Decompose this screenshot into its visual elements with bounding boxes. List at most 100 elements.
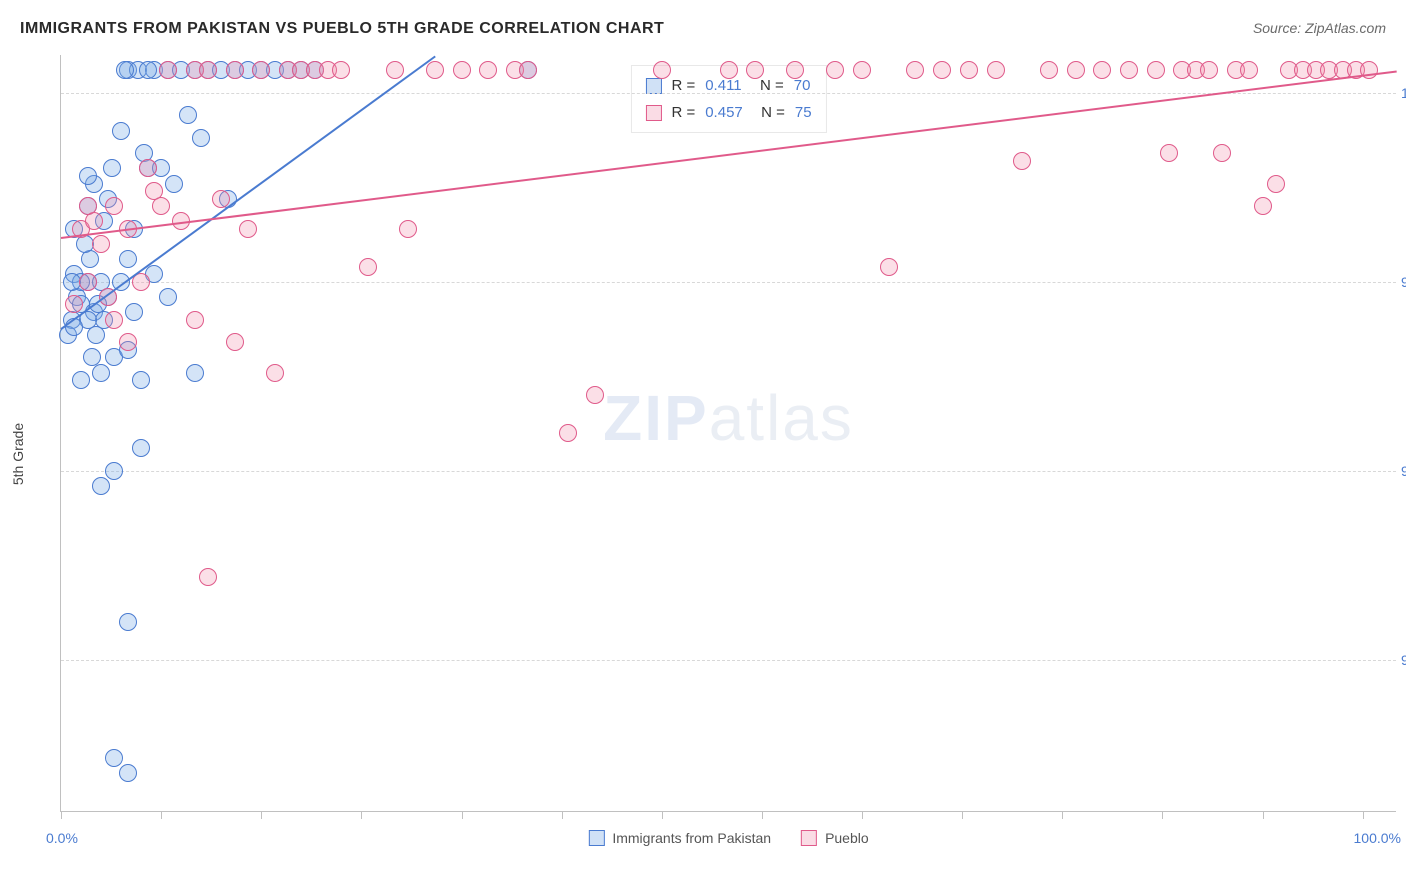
scatter-point [399, 220, 417, 238]
scatter-point [746, 61, 764, 79]
scatter-point [1200, 61, 1218, 79]
x-axis-max-label: 100.0% [1354, 830, 1401, 846]
scatter-point [139, 159, 157, 177]
scatter-point [1267, 175, 1285, 193]
scatter-point [559, 424, 577, 442]
scatter-point [239, 220, 257, 238]
x-tick [862, 811, 863, 819]
scatter-point [139, 61, 157, 79]
scatter-point [119, 764, 137, 782]
gridline [61, 471, 1396, 472]
scatter-point [92, 364, 110, 382]
x-tick [462, 811, 463, 819]
legend-label: Pueblo [825, 830, 869, 846]
scatter-point [359, 258, 377, 276]
legend-label: Immigrants from Pakistan [612, 830, 771, 846]
x-tick [562, 811, 563, 819]
scatter-point [87, 326, 105, 344]
stats-swatch [645, 78, 661, 94]
scatter-point [1120, 61, 1138, 79]
source-attribution: Source: ZipAtlas.com [1253, 20, 1386, 36]
n-value: 75 [795, 99, 812, 126]
x-axis-min-label: 0.0% [46, 830, 78, 846]
scatter-point [65, 318, 83, 336]
scatter-point [105, 311, 123, 329]
scatter-point [332, 61, 350, 79]
scatter-point [906, 61, 924, 79]
scatter-point [92, 477, 110, 495]
scatter-point [192, 129, 210, 147]
trend-line [60, 55, 435, 329]
bottom-legend: Immigrants from Pakistan Pueblo [588, 830, 868, 846]
scatter-point [479, 61, 497, 79]
scatter-point [960, 61, 978, 79]
y-tick-label: 100.0% [1401, 85, 1406, 101]
scatter-point [186, 364, 204, 382]
scatter-point [199, 61, 217, 79]
scatter-point [1254, 197, 1272, 215]
scatter-point [519, 61, 537, 79]
x-tick [1263, 811, 1264, 819]
scatter-point [226, 61, 244, 79]
scatter-point [586, 386, 604, 404]
scatter-point [426, 61, 444, 79]
scatter-point [72, 371, 90, 389]
scatter-point [132, 439, 150, 457]
scatter-point [1240, 61, 1258, 79]
y-axis-label: 5th Grade [10, 423, 26, 485]
scatter-point [853, 61, 871, 79]
scatter-point [786, 61, 804, 79]
gridline [61, 93, 1396, 94]
x-tick [61, 811, 62, 819]
scatter-point [105, 749, 123, 767]
scatter-point [1040, 61, 1058, 79]
x-tick [1062, 811, 1063, 819]
scatter-point [105, 197, 123, 215]
watermark-bold: ZIP [603, 382, 709, 454]
n-label: N = [753, 99, 785, 126]
scatter-point [1160, 144, 1178, 162]
scatter-point [152, 197, 170, 215]
scatter-point [252, 61, 270, 79]
scatter-point [119, 613, 137, 631]
chart-title: IMMIGRANTS FROM PAKISTAN VS PUEBLO 5TH G… [20, 20, 664, 38]
x-tick [762, 811, 763, 819]
scatter-point [103, 159, 121, 177]
x-tick [261, 811, 262, 819]
scatter-point [226, 333, 244, 351]
scatter-point [987, 61, 1005, 79]
x-tick [361, 811, 362, 819]
stats-swatch [645, 105, 661, 121]
scatter-point [79, 167, 97, 185]
scatter-point [105, 462, 123, 480]
scatter-point [453, 61, 471, 79]
scatter-point [179, 106, 197, 124]
scatter-point [112, 122, 130, 140]
x-tick [1363, 811, 1364, 819]
scatter-point [880, 258, 898, 276]
scatter-point [85, 212, 103, 230]
scatter-point [720, 61, 738, 79]
x-tick [662, 811, 663, 819]
x-tick [1162, 811, 1163, 819]
scatter-point [165, 175, 183, 193]
scatter-point [186, 311, 204, 329]
scatter-point [119, 250, 137, 268]
scatter-point [119, 333, 137, 351]
scatter-point [1093, 61, 1111, 79]
watermark-rest: atlas [709, 382, 854, 454]
scatter-point [386, 61, 404, 79]
scatter-point [79, 273, 97, 291]
scatter-point [159, 288, 177, 306]
scatter-point [266, 364, 284, 382]
y-tick-label: 95.0% [1401, 463, 1406, 479]
r-value: 0.457 [705, 99, 743, 126]
y-tick-label: 97.5% [1401, 274, 1406, 290]
r-label: R = [671, 72, 695, 99]
legend-item: Immigrants from Pakistan [588, 830, 771, 846]
scatter-point [826, 61, 844, 79]
scatter-point [1067, 61, 1085, 79]
scatter-point [1147, 61, 1165, 79]
scatter-point [132, 371, 150, 389]
scatter-point [1013, 152, 1031, 170]
